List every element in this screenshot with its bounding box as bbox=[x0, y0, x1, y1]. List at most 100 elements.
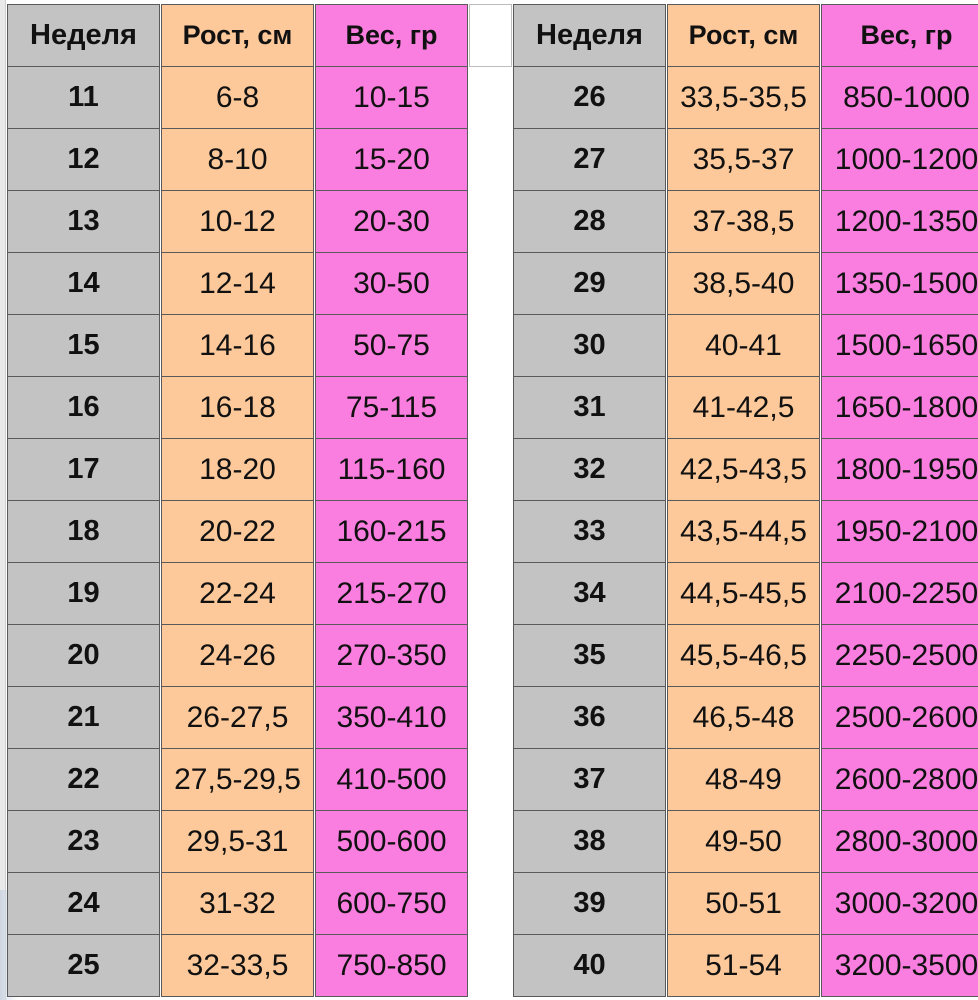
right-week-cell[interactable]: 38 bbox=[513, 810, 666, 873]
right-week-cell[interactable]: 28 bbox=[513, 190, 666, 253]
right-weight-cell[interactable]: 3200-3500 bbox=[821, 934, 978, 997]
right-weight-cell[interactable]: 2100-2250 bbox=[821, 562, 978, 625]
header-weight-right[interactable]: Вес, гр bbox=[821, 4, 978, 67]
left-height-cell[interactable]: 14-16 bbox=[161, 314, 314, 377]
gap-cell[interactable] bbox=[469, 500, 512, 563]
left-weight-cell[interactable]: 350-410 bbox=[315, 686, 468, 749]
gap-cell[interactable] bbox=[469, 562, 512, 625]
right-height-cell[interactable]: 37-38,5 bbox=[667, 190, 820, 253]
right-height-cell[interactable]: 43,5-44,5 bbox=[667, 500, 820, 563]
left-height-cell[interactable]: 18-20 bbox=[161, 438, 314, 501]
right-height-cell[interactable]: 33,5-35,5 bbox=[667, 66, 820, 129]
left-weight-cell[interactable]: 15-20 bbox=[315, 128, 468, 191]
left-week-cell[interactable]: 13 bbox=[7, 190, 160, 253]
header-week-left[interactable]: Неделя bbox=[7, 4, 160, 67]
right-weight-cell[interactable]: 3000-3200 bbox=[821, 872, 978, 935]
left-week-cell[interactable]: 21 bbox=[7, 686, 160, 749]
left-height-cell[interactable]: 31-32 bbox=[161, 872, 314, 935]
right-week-cell[interactable]: 36 bbox=[513, 686, 666, 749]
left-height-cell[interactable]: 26-27,5 bbox=[161, 686, 314, 749]
header-weight-left[interactable]: Вес, гр bbox=[315, 4, 468, 67]
left-week-cell[interactable]: 15 bbox=[7, 314, 160, 377]
left-weight-cell[interactable]: 75-115 bbox=[315, 376, 468, 439]
left-week-cell[interactable]: 16 bbox=[7, 376, 160, 439]
left-week-cell[interactable]: 12 bbox=[7, 128, 160, 191]
right-height-cell[interactable]: 38,5-40 bbox=[667, 252, 820, 315]
gap-cell[interactable] bbox=[469, 66, 512, 129]
left-weight-cell[interactable]: 215-270 bbox=[315, 562, 468, 625]
left-week-cell[interactable]: 11 bbox=[7, 66, 160, 129]
left-height-cell[interactable]: 16-18 bbox=[161, 376, 314, 439]
right-height-cell[interactable]: 51-54 bbox=[667, 934, 820, 997]
left-weight-cell[interactable]: 30-50 bbox=[315, 252, 468, 315]
left-height-cell[interactable]: 27,5-29,5 bbox=[161, 748, 314, 811]
header-height-right[interactable]: Рост, см bbox=[667, 4, 820, 67]
right-week-cell[interactable]: 26 bbox=[513, 66, 666, 129]
right-week-cell[interactable]: 35 bbox=[513, 624, 666, 687]
left-week-cell[interactable]: 18 bbox=[7, 500, 160, 563]
right-week-cell[interactable]: 31 bbox=[513, 376, 666, 439]
right-weight-cell[interactable]: 1000-1200 bbox=[821, 128, 978, 191]
left-week-cell[interactable]: 17 bbox=[7, 438, 160, 501]
right-height-cell[interactable]: 41-42,5 bbox=[667, 376, 820, 439]
left-height-cell[interactable]: 32-33,5 bbox=[161, 934, 314, 997]
left-weight-cell[interactable]: 410-500 bbox=[315, 748, 468, 811]
left-week-cell[interactable]: 22 bbox=[7, 748, 160, 811]
right-weight-cell[interactable]: 1650-1800 bbox=[821, 376, 978, 439]
right-week-cell[interactable]: 29 bbox=[513, 252, 666, 315]
left-height-cell[interactable]: 12-14 bbox=[161, 252, 314, 315]
right-weight-cell[interactable]: 1500-1650 bbox=[821, 314, 978, 377]
gap-cell[interactable] bbox=[469, 686, 512, 749]
left-height-cell[interactable]: 20-22 bbox=[161, 500, 314, 563]
left-weight-cell[interactable]: 600-750 bbox=[315, 872, 468, 935]
right-week-cell[interactable]: 34 bbox=[513, 562, 666, 625]
gap-cell[interactable] bbox=[469, 128, 512, 191]
right-week-cell[interactable]: 30 bbox=[513, 314, 666, 377]
gap-cell[interactable] bbox=[469, 314, 512, 377]
right-weight-cell[interactable]: 1950-2100 bbox=[821, 500, 978, 563]
left-weight-cell[interactable]: 115-160 bbox=[315, 438, 468, 501]
gap-cell[interactable] bbox=[469, 252, 512, 315]
left-weight-cell[interactable]: 500-600 bbox=[315, 810, 468, 873]
right-weight-cell[interactable]: 2800-3000 bbox=[821, 810, 978, 873]
left-week-cell[interactable]: 19 bbox=[7, 562, 160, 625]
left-weight-cell[interactable]: 10-15 bbox=[315, 66, 468, 129]
gap-cell[interactable] bbox=[469, 190, 512, 253]
left-weight-cell[interactable]: 750-850 bbox=[315, 934, 468, 997]
gap-cell[interactable] bbox=[469, 872, 512, 935]
right-week-cell[interactable]: 27 bbox=[513, 128, 666, 191]
right-week-cell[interactable]: 37 bbox=[513, 748, 666, 811]
gap-cell[interactable] bbox=[469, 748, 512, 811]
right-week-cell[interactable]: 39 bbox=[513, 872, 666, 935]
left-height-cell[interactable]: 10-12 bbox=[161, 190, 314, 253]
gap-cell[interactable] bbox=[469, 376, 512, 439]
right-week-cell[interactable]: 40 bbox=[513, 934, 666, 997]
right-height-cell[interactable]: 42,5-43,5 bbox=[667, 438, 820, 501]
left-weight-cell[interactable]: 160-215 bbox=[315, 500, 468, 563]
left-weight-cell[interactable]: 270-350 bbox=[315, 624, 468, 687]
right-height-cell[interactable]: 44,5-45,5 bbox=[667, 562, 820, 625]
right-height-cell[interactable]: 48-49 bbox=[667, 748, 820, 811]
left-week-cell[interactable]: 14 bbox=[7, 252, 160, 315]
left-height-cell[interactable]: 8-10 bbox=[161, 128, 314, 191]
right-weight-cell[interactable]: 850-1000 bbox=[821, 66, 978, 129]
left-week-cell[interactable]: 20 bbox=[7, 624, 160, 687]
gap-cell[interactable] bbox=[469, 934, 512, 997]
left-week-cell[interactable]: 25 bbox=[7, 934, 160, 997]
left-weight-cell[interactable]: 50-75 bbox=[315, 314, 468, 377]
gap-cell[interactable] bbox=[469, 624, 512, 687]
right-weight-cell[interactable]: 2600-2800 bbox=[821, 748, 978, 811]
right-weight-cell[interactable]: 1200-1350 bbox=[821, 190, 978, 253]
right-height-cell[interactable]: 49-50 bbox=[667, 810, 820, 873]
right-weight-cell[interactable]: 2500-2600 bbox=[821, 686, 978, 749]
header-week-right[interactable]: Неделя bbox=[513, 4, 666, 67]
left-height-cell[interactable]: 6-8 bbox=[161, 66, 314, 129]
right-height-cell[interactable]: 40-41 bbox=[667, 314, 820, 377]
right-weight-cell[interactable]: 1350-1500 bbox=[821, 252, 978, 315]
header-height-left[interactable]: Рост, см bbox=[161, 4, 314, 67]
right-height-cell[interactable]: 50-51 bbox=[667, 872, 820, 935]
left-height-cell[interactable]: 22-24 bbox=[161, 562, 314, 625]
right-height-cell[interactable]: 35,5-37 bbox=[667, 128, 820, 191]
right-weight-cell[interactable]: 1800-1950 bbox=[821, 438, 978, 501]
right-weight-cell[interactable]: 2250-2500 bbox=[821, 624, 978, 687]
